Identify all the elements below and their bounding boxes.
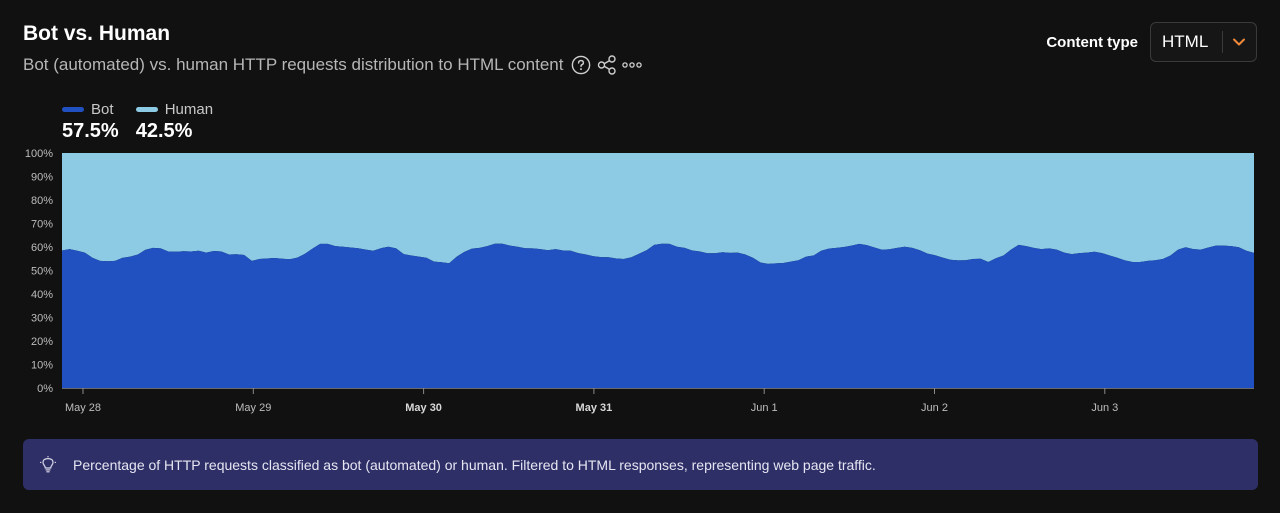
human-area: [62, 153, 1254, 264]
legend-label-bot: Bot: [91, 100, 114, 118]
y-tick-label: 40%: [31, 289, 53, 301]
y-tick-label: 30%: [31, 313, 53, 325]
stacked-area-chart[interactable]: 0% 10% 20% 30% 40% 50% 60% 70% 80% 90% 100% May 28 M…: [0, 140, 1280, 420]
legend-label-human: Human: [164, 100, 214, 118]
x-tick-label: Jun 2: [921, 402, 948, 414]
chart-legend: Bot 57.5% Human 42.5%: [62, 100, 230, 143]
x-tick-label: May 30: [405, 402, 442, 414]
y-tick-label: 90%: [31, 172, 53, 184]
question-circle-icon[interactable]: [571, 55, 591, 75]
chart-subtitle: Bot (automated) vs. human HTTP requests …: [23, 55, 564, 74]
select-divider: [1221, 31, 1223, 53]
y-tick-label: 50%: [31, 266, 53, 278]
legend-value-bot: 57.5%: [62, 120, 119, 142]
share-icon[interactable]: [596, 54, 618, 76]
y-tick-label: 80%: [31, 195, 53, 207]
info-text: Percentage of HTTP requests classified a…: [73, 456, 876, 473]
content-type-value: HTML: [1162, 32, 1209, 51]
content-type-select[interactable]: HTML: [1150, 22, 1257, 62]
chart-title: Bot vs. Human: [23, 22, 171, 45]
chevron-down-icon[interactable]: [1223, 37, 1256, 47]
legend-value-human: 42.5%: [135, 120, 193, 142]
y-tick-label: 10%: [31, 360, 53, 372]
x-tick-label: Jun 1: [751, 402, 778, 414]
info-banner: Percentage of HTTP requests classified a…: [23, 439, 1258, 490]
y-tick-label: 70%: [31, 219, 53, 231]
y-tick-label: 60%: [31, 242, 53, 254]
legend-item-human[interactable]: Human 42.5%: [135, 100, 214, 143]
x-tick-label: May 31: [576, 402, 613, 414]
legend-item-bot[interactable]: Bot 57.5%: [62, 100, 119, 143]
x-tick-label: May 29: [235, 402, 271, 414]
more-horizontal-icon[interactable]: [621, 54, 643, 76]
chart-subtitle-row: Bot (automated) vs. human HTTP requests …: [23, 54, 643, 76]
y-tick-label: 0%: [37, 383, 53, 395]
legend-swatch-bot: [62, 106, 84, 112]
bot-area: [62, 243, 1254, 388]
y-tick-label: 100%: [25, 148, 53, 160]
lightbulb-icon: [39, 455, 57, 474]
content-type-label: Content type: [1046, 34, 1138, 51]
x-tick-label: May 28: [65, 402, 101, 414]
legend-swatch-human: [135, 106, 158, 112]
y-tick-label: 20%: [31, 336, 53, 348]
x-tick-label: Jun 3: [1091, 402, 1118, 414]
